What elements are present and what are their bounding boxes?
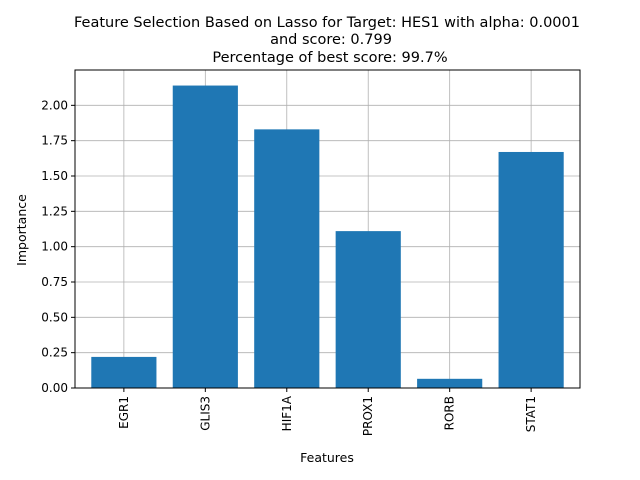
y-tick-label: 1.25 — [41, 204, 68, 218]
x-tick-label: STAT1 — [524, 396, 538, 432]
y-tick-label: 1.75 — [41, 134, 68, 148]
y-axis-label: Importance — [14, 194, 29, 266]
plot-frame — [74, 69, 581, 389]
y-tick-label: 0.25 — [41, 346, 68, 360]
bar-glis3 — [172, 85, 238, 389]
chart-title-line-3: Percentage of best score: 99.7% — [212, 50, 447, 66]
x-tick-label: EGR1 — [117, 396, 131, 429]
x-axis-ticks: EGR1 GLIS3 HIF1A PROX1 RORB STAT1 — [117, 388, 538, 436]
y-tick-label: 1.50 — [41, 169, 68, 183]
y-tick-label: 0.50 — [41, 310, 68, 324]
x-axis-label: Features — [300, 450, 354, 465]
bar-prox1 — [335, 231, 401, 388]
y-tick-label: 0.75 — [41, 275, 68, 289]
y-tick-label: 0.00 — [41, 381, 68, 395]
chart-title-line-2: and score: 0.799 — [270, 32, 392, 48]
x-tick-label: HIF1A — [280, 395, 294, 431]
x-tick-label: RORB — [443, 396, 457, 430]
y-axis-ticks: 0.00 0.25 0.50 0.75 1.00 1.25 1.50 1.75 2.00 — [41, 98, 75, 395]
bar-rorb — [417, 378, 483, 388]
x-tick-label: GLIS3 — [198, 396, 212, 431]
bar-stat1 — [498, 151, 564, 388]
x-tick-label: PROX1 — [361, 396, 375, 436]
bars — [91, 85, 564, 389]
chart-title-line-1: Feature Selection Based on Lasso for Tar… — [74, 15, 580, 31]
bar-egr1 — [91, 356, 157, 388]
y-tick-label: 1.00 — [41, 240, 68, 254]
y-tick-label: 2.00 — [41, 98, 68, 112]
bar-hif1a — [254, 129, 320, 389]
